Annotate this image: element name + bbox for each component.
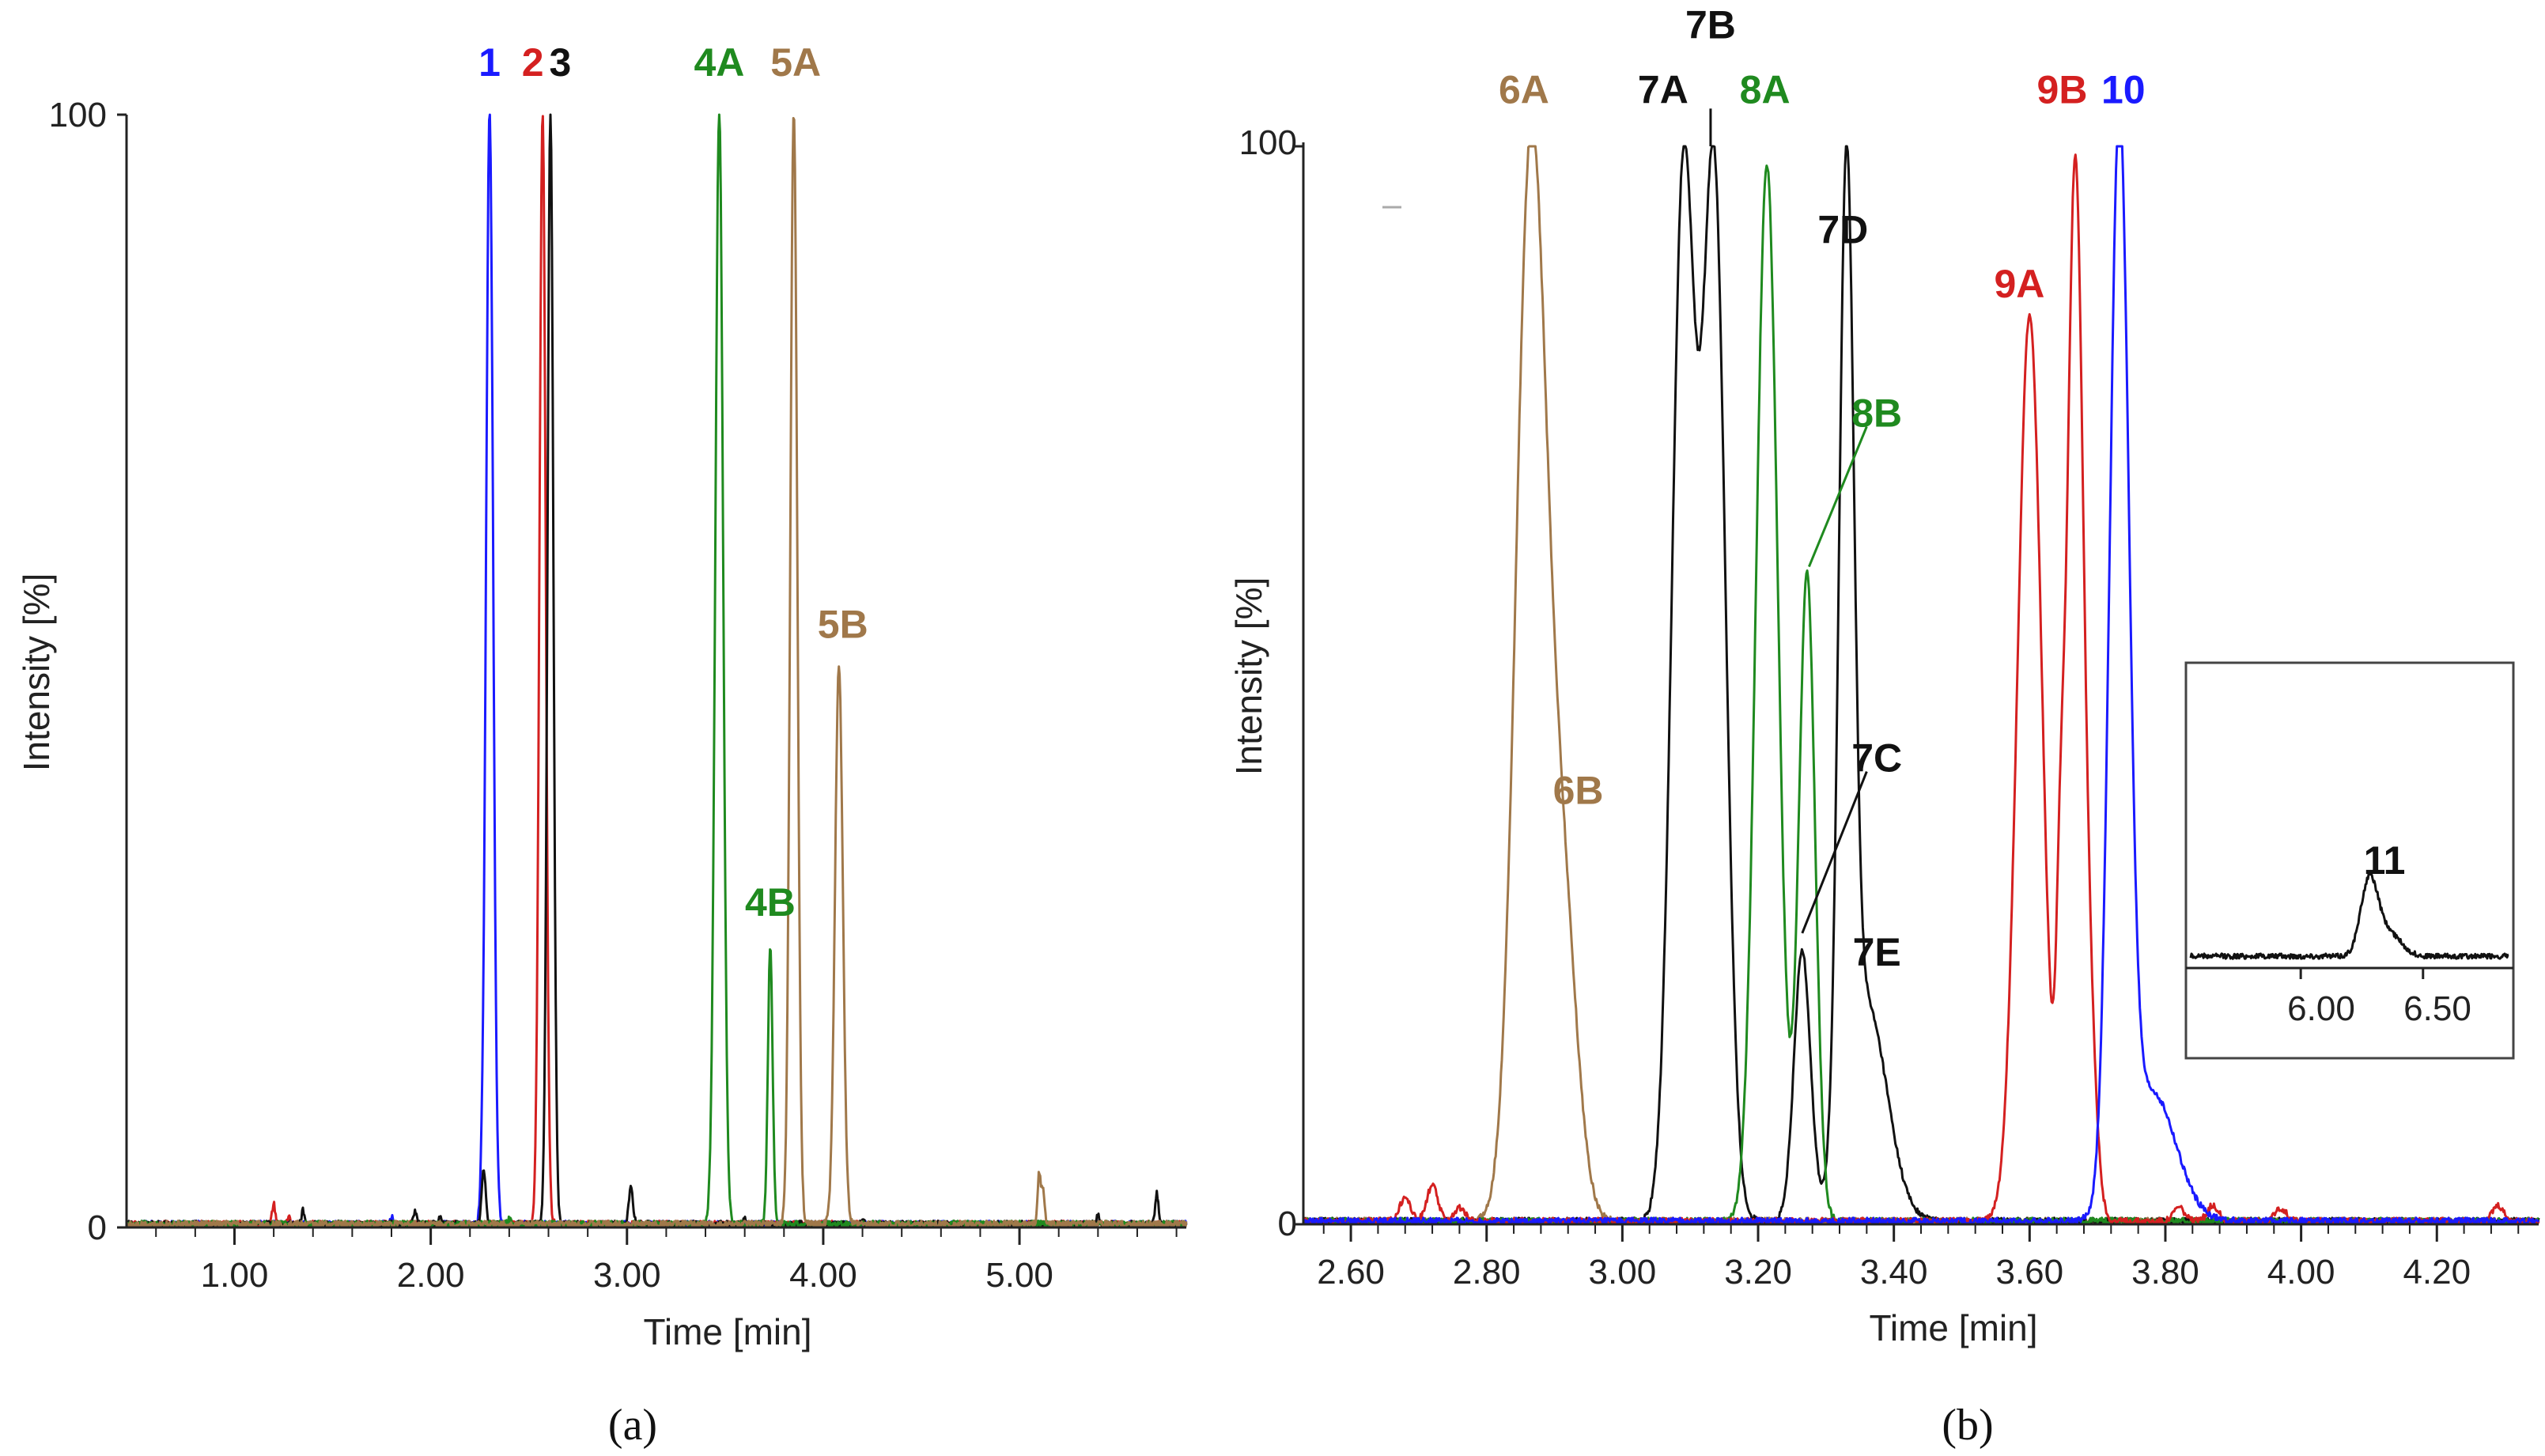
trace-a-3 xyxy=(125,113,1188,1229)
panel-b-label: (b) xyxy=(1942,1401,1993,1450)
panel-b-xtick-label: 3.20 xyxy=(1724,1253,1792,1291)
panel-a-xtick-label: 1.00 xyxy=(201,1256,269,1295)
panel-a-xtick-label: 5.00 xyxy=(985,1256,1053,1295)
inset-xtick-label-650: 6.50 xyxy=(2403,989,2471,1028)
inset-trace xyxy=(2189,872,2509,960)
panel-a-x-ticks: 1.00 2.00 3.00 4.00 5.00 xyxy=(155,1227,1178,1295)
panel-b-xtick-label: 3.40 xyxy=(1860,1253,1928,1291)
panel-a-xtick-label: 4.00 xyxy=(789,1256,857,1295)
peak-label-7E: 7E xyxy=(1853,930,1901,974)
panel-a-x-axis-title: Time [min] xyxy=(644,1311,812,1352)
peak-label-5A: 5A xyxy=(770,40,821,85)
trace-b-10 xyxy=(1302,145,2540,1226)
inset-ticks xyxy=(2299,968,2425,979)
panel-b-leader-lines xyxy=(1709,108,1868,934)
peak-label-4B: 4B xyxy=(745,880,796,925)
panel-a-peak-labels: 1 2 3 4A 5A 4B 5B xyxy=(478,40,868,925)
peak-label-9A: 9A xyxy=(1994,262,2044,306)
peak-label-5B: 5B xyxy=(818,602,868,646)
panel-a-xtick-label: 3.00 xyxy=(593,1256,661,1295)
panel-b-chart: 2.60 2.80 3.00 3.20 3.40 3.60 3.80 4.00 4.20 0 1… xyxy=(1228,3,2540,1450)
peak-label-2: 2 xyxy=(522,40,544,85)
peak-label-9B: 9B xyxy=(2037,67,2088,112)
peak-label-7C: 7C xyxy=(1851,736,1902,781)
peak-label-6A: 6A xyxy=(1499,67,1549,112)
panel-b-xtick-label: 3.80 xyxy=(2131,1253,2199,1291)
inset-xtick-label-600: 6.00 xyxy=(2287,989,2355,1028)
trace-a-1 xyxy=(126,113,1188,1229)
panel-b-y-ticks xyxy=(1294,145,1303,1226)
peak-label-8A: 8A xyxy=(1740,67,1791,112)
panel-a-traces xyxy=(125,113,1188,1229)
peak-label-1: 1 xyxy=(478,40,501,85)
inset-peak-label: 11 xyxy=(2364,838,2406,883)
panel-a-y-axis-title: Intensity [%] xyxy=(16,573,57,772)
panel-b-traces xyxy=(1302,145,2540,1226)
trace-a-5 xyxy=(125,116,1188,1229)
trace-a-2 xyxy=(125,115,1188,1229)
panel-a-ytick-label-100: 100 xyxy=(49,96,107,134)
panel-b-xtick-label: 2.80 xyxy=(1453,1253,1521,1291)
panel-b-xtick-label: 3.00 xyxy=(1589,1253,1657,1291)
panel-a-xtick-label: 2.00 xyxy=(397,1256,465,1295)
peak-label-7D: 7D xyxy=(1817,208,1868,252)
panel-b-xtick-label: 4.20 xyxy=(2403,1253,2471,1291)
panel-b-x-axis-title: Time [min] xyxy=(1870,1307,2038,1348)
inset-trace-11 xyxy=(2189,872,2509,960)
panel-b-xtick-label: 4.00 xyxy=(2267,1253,2335,1291)
inset-frame xyxy=(2184,661,2515,1060)
peak-label-6B: 6B xyxy=(1553,768,1604,812)
leader-7C xyxy=(1801,770,1868,934)
panel-b-xtick-label: 3.60 xyxy=(1995,1253,2063,1291)
panel-b-xtick-label: 2.60 xyxy=(1317,1253,1385,1291)
panel-b-y-axis-title: Intensity [%] xyxy=(1228,577,1269,776)
peak-label-10: 10 xyxy=(2101,67,2146,112)
leader-8B xyxy=(1808,425,1868,568)
panel-b-inset: 6.00 6.50 11 xyxy=(2184,661,2515,1060)
panel-a-y-ticks xyxy=(117,113,127,1229)
panel-b-x-ticks: 2.60 2.80 3.00 3.20 3.40 3.60 3.80 4.00 4.20 xyxy=(1317,1224,2520,1291)
panel-b-ytick-label-100: 100 xyxy=(1239,123,1297,162)
peak-label-7B: 7B xyxy=(1685,3,1736,47)
peak-label-8B: 8B xyxy=(1851,391,1902,435)
peak-label-4A: 4A xyxy=(694,40,744,85)
trace-a-4 xyxy=(126,113,1187,1229)
peak-label-3: 3 xyxy=(550,40,572,85)
panel-a-label: (a) xyxy=(608,1401,657,1450)
peak-label-7A: 7A xyxy=(1638,67,1688,112)
panel-b-ytick-label-0: 0 xyxy=(1278,1205,1297,1243)
panel-a-chart: 1.00 2.00 3.00 4.00 5.00 0 100 Time [min] In… xyxy=(16,40,1188,1450)
panel-a-ytick-label-0: 0 xyxy=(88,1208,107,1247)
